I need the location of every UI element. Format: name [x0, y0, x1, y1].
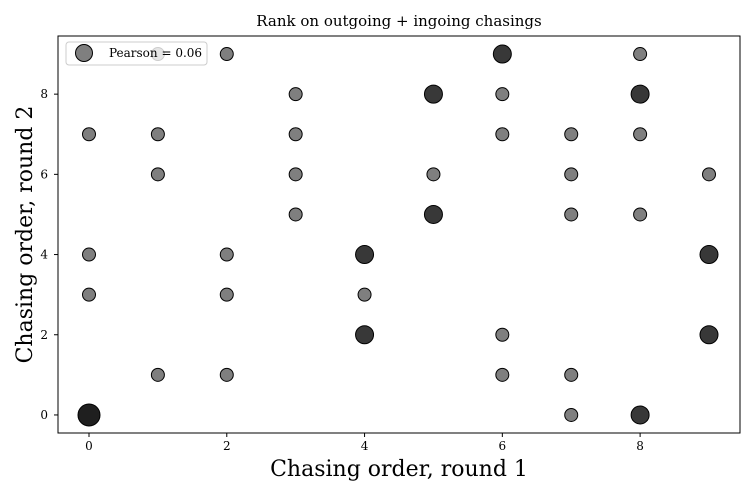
- data-point: [288, 167, 303, 182]
- data-point: [150, 367, 165, 382]
- data-point: [288, 207, 303, 222]
- data-point: [288, 127, 303, 142]
- y-tick-label: 2: [40, 328, 48, 342]
- data-point: [633, 47, 648, 62]
- x-axis-label: Chasing order, round 1: [270, 457, 528, 482]
- y-tick-label: 4: [40, 248, 48, 262]
- x-tick-label: 0: [85, 439, 93, 453]
- data-point: [288, 87, 303, 102]
- y-tick-label: 6: [40, 167, 48, 181]
- data-point: [82, 287, 96, 302]
- ticks-layer: 0 2 4 6 8 0 2 4 6 8: [40, 87, 644, 453]
- data-point: [699, 245, 719, 265]
- data-point: [423, 84, 443, 104]
- data-point: [355, 245, 375, 265]
- data-point: [82, 127, 96, 142]
- legend-box: [65, 41, 208, 66]
- data-point: [492, 44, 512, 64]
- data-point: [219, 367, 234, 382]
- y-tick-label: 8: [40, 87, 48, 101]
- data-point: [699, 325, 719, 345]
- data-point: [219, 247, 234, 262]
- y-axis-label: Chasing order, round 2: [13, 106, 38, 364]
- data-point: [219, 47, 234, 62]
- data-point: [564, 367, 579, 382]
- data-point: [150, 167, 165, 182]
- data-point: [423, 204, 443, 224]
- data-point: [564, 207, 579, 222]
- data-point: [355, 325, 375, 345]
- data-point: [219, 287, 234, 302]
- legend: Pearson = 0.06: [65, 41, 208, 66]
- x-tick-label: 4: [361, 439, 369, 453]
- data-point: [564, 407, 579, 422]
- data-point: [495, 327, 510, 342]
- data-point: [495, 87, 510, 102]
- data-point: [633, 207, 648, 222]
- data-point: [426, 167, 441, 182]
- data-point: [495, 367, 510, 382]
- y-tick-label: 0: [40, 408, 48, 422]
- data-point: [77, 403, 101, 427]
- data-point: [564, 167, 579, 182]
- plot-frame: [57, 35, 741, 434]
- data-point: [702, 167, 716, 182]
- data-point: [630, 84, 650, 104]
- data-point: [82, 247, 96, 262]
- x-tick-label: 8: [636, 439, 644, 453]
- x-tick-label: 6: [499, 439, 507, 453]
- data-point: [633, 127, 648, 142]
- chart-title: Rank on outgoing + ingoing chasings: [256, 12, 541, 30]
- data-point: [564, 127, 579, 142]
- x-tick-label: 2: [223, 439, 231, 453]
- legend-marker: [75, 44, 93, 62]
- legend-entry-label: Pearson = 0.06: [109, 46, 202, 60]
- data-point: [357, 287, 372, 302]
- data-point: [495, 127, 510, 142]
- data-point: [150, 127, 165, 142]
- data-point: [630, 405, 650, 425]
